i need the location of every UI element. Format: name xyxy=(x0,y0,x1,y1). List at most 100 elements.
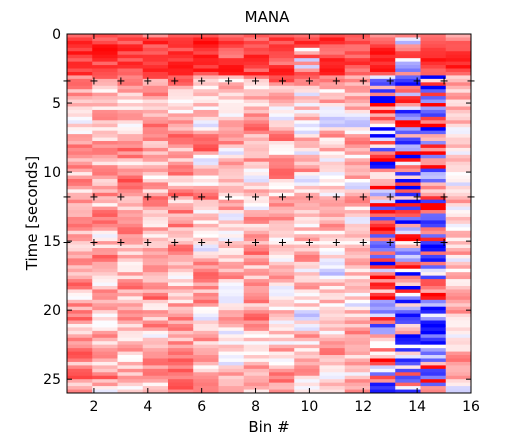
heatmap-cell xyxy=(142,330,169,335)
heatmap-cell xyxy=(92,368,118,373)
heatmap-cell xyxy=(395,320,421,325)
heatmap-cell xyxy=(344,130,371,135)
heatmap-cell xyxy=(218,116,245,121)
heatmap-cell xyxy=(142,92,169,97)
heatmap-cell xyxy=(319,154,346,159)
heatmap-cell xyxy=(168,178,194,183)
heatmap-cell xyxy=(420,109,447,114)
heatmap-cell xyxy=(117,313,144,318)
heatmap-cell xyxy=(370,248,396,252)
heatmap-cell xyxy=(420,192,447,197)
heatmap-cell xyxy=(344,303,371,308)
heatmap-cell xyxy=(344,251,371,256)
heatmap-cell xyxy=(269,68,295,73)
heatmap-cell xyxy=(117,165,144,170)
heatmap-cell xyxy=(243,258,270,263)
heatmap-cell xyxy=(243,254,270,259)
heatmap-cell xyxy=(344,71,371,76)
heatmap-cell xyxy=(344,296,371,301)
heatmap-cell xyxy=(117,368,144,373)
heatmap-cell xyxy=(319,334,346,339)
heatmap-cell xyxy=(92,279,118,283)
heatmap-cell xyxy=(168,244,194,249)
heatmap-cell xyxy=(243,147,270,152)
heatmap-cell xyxy=(370,130,396,135)
heatmap-cell xyxy=(395,317,421,321)
heatmap-cell xyxy=(67,344,93,349)
heatmap-cell xyxy=(370,71,396,76)
heatmap-cell xyxy=(218,120,245,125)
heatmap-cell xyxy=(142,137,169,142)
heatmap-cell xyxy=(243,306,270,311)
heatmap-cell xyxy=(67,106,93,111)
heatmap-cell xyxy=(193,216,219,221)
heatmap-cell xyxy=(142,275,169,280)
heatmap-cell xyxy=(344,172,371,176)
heatmap-cell xyxy=(269,185,295,190)
heatmap-cell xyxy=(243,230,270,235)
heatmap-cell xyxy=(218,368,245,373)
heatmap-cell xyxy=(395,154,421,159)
heatmap-cell xyxy=(294,109,320,114)
heatmap-cell xyxy=(117,85,144,90)
heatmap-cell xyxy=(117,78,144,83)
heatmap-cell xyxy=(344,351,371,356)
heatmap-cell xyxy=(420,196,447,201)
heatmap-cell xyxy=(218,289,245,294)
heatmap-cell xyxy=(445,361,472,366)
heatmap-cell xyxy=(344,47,371,52)
heatmap-cell xyxy=(370,127,396,132)
heatmap-cell xyxy=(319,223,346,228)
heatmap-cell xyxy=(67,168,93,173)
heatmap-cell xyxy=(269,317,295,321)
heatmap-cell xyxy=(420,320,447,325)
heatmap-cell xyxy=(193,241,219,245)
heatmap-cell xyxy=(294,258,320,263)
heatmap-cell xyxy=(420,203,447,207)
heatmap-cell xyxy=(294,196,320,201)
heatmap-cell xyxy=(67,241,93,245)
heatmap-cell xyxy=(193,58,219,63)
heatmap-cell xyxy=(319,192,346,197)
heatmap-cell xyxy=(193,99,219,104)
heatmap-cell xyxy=(92,96,118,100)
heatmap-cell xyxy=(193,120,219,125)
heatmap-cell xyxy=(168,275,194,280)
heatmap-cell xyxy=(344,282,371,287)
heatmap-cell xyxy=(117,223,144,228)
heatmap-cell xyxy=(67,47,93,52)
heatmap-cell xyxy=(142,47,169,52)
heatmap-cell xyxy=(344,317,371,321)
heatmap-cell xyxy=(218,178,245,183)
heatmap-cell xyxy=(193,230,219,235)
heatmap-cell xyxy=(67,341,93,346)
heatmap-cell xyxy=(294,189,320,194)
heatmap-cell xyxy=(193,37,219,42)
heatmap-cell xyxy=(370,134,396,138)
heatmap-cell xyxy=(420,344,447,349)
heatmap-cell xyxy=(319,185,346,190)
heatmap-cell xyxy=(142,141,169,145)
heatmap-cell xyxy=(193,47,219,52)
heatmap-cell xyxy=(168,116,194,121)
heatmap-cell xyxy=(193,258,219,263)
heatmap-cell xyxy=(294,34,320,38)
heatmap-cell xyxy=(395,299,421,304)
heatmap-cell xyxy=(319,306,346,311)
heatmap-cell xyxy=(319,310,346,314)
heatmap-cell xyxy=(370,141,396,145)
heatmap-cell xyxy=(168,285,194,290)
heatmap-cell xyxy=(370,34,396,38)
heatmap-cell xyxy=(92,303,118,308)
heatmap-cell xyxy=(395,341,421,346)
heatmap-cell xyxy=(243,154,270,159)
heatmap-cell xyxy=(92,372,118,377)
heatmap-cell xyxy=(218,372,245,377)
heatmap-cell xyxy=(193,220,219,225)
heatmap-cell xyxy=(168,237,194,242)
heatmap-cell xyxy=(92,254,118,259)
heatmap-cell xyxy=(445,330,472,335)
heatmap-cell xyxy=(445,292,472,297)
heatmap-cell xyxy=(420,78,447,83)
heatmap-cell xyxy=(420,330,447,335)
